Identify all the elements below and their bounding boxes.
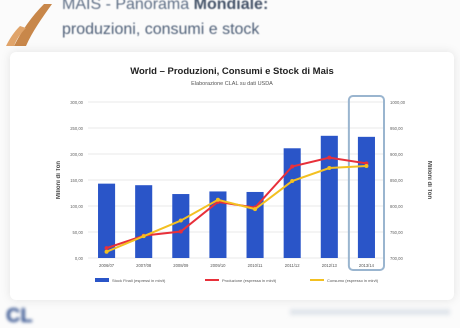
line-point xyxy=(141,234,146,239)
chart-title: World – Produzioni, Consumi e Stock di M… xyxy=(130,66,334,77)
slide-title-bold: Mondiale: xyxy=(193,0,269,13)
chart-card: World – Produzioni, Consumi e Stock di M… xyxy=(10,52,454,300)
y-left-tick-label: 300,00 xyxy=(70,100,83,105)
x-tick-label: 2011/12 xyxy=(285,263,300,268)
y-right-tick-label: 900,00 xyxy=(390,152,403,157)
y-right-tick-label: 750,00 xyxy=(390,230,403,235)
y-right-tick-label: 950,00 xyxy=(390,126,403,131)
line-point xyxy=(327,155,332,160)
bar xyxy=(357,136,375,258)
slide-title-prefix: MAIS - Panorama xyxy=(62,0,194,13)
y-left-tick-label: 200,00 xyxy=(70,152,83,157)
bar xyxy=(172,194,190,258)
line-point xyxy=(178,229,183,234)
y-right-tick-label: 800,00 xyxy=(390,204,403,209)
x-tick-label: 2007/08 xyxy=(136,263,152,268)
slide-title-line1: MAIS - Panorama Mondiale: xyxy=(62,0,268,14)
y-left-tick-label: 100,00 xyxy=(70,204,83,209)
bar xyxy=(283,148,301,258)
chart: World – Produzioni, Consumi e Stock di M… xyxy=(56,66,432,283)
x-tick-label: 2013/14 xyxy=(359,263,375,268)
slide-header: MAIS - Panorama Mondiale: produzioni, co… xyxy=(0,0,460,52)
x-tick-label: 2006/07 xyxy=(99,263,115,268)
y-left-tick-label: 150,00 xyxy=(70,178,83,183)
bar xyxy=(98,183,116,258)
legend-swatch xyxy=(95,278,109,282)
x-tick-label: 2009/10 xyxy=(210,263,226,268)
y-left-tick-label: 250,00 xyxy=(70,126,83,131)
line-point xyxy=(104,249,109,254)
y-right-tick-label: 1000,00 xyxy=(390,100,406,105)
y-right-axis-title: Milioni di Ton xyxy=(426,161,432,200)
y-left-tick-label: 50,00 xyxy=(73,230,84,235)
highlight-box xyxy=(347,95,385,271)
x-tick-label: 2008/09 xyxy=(173,263,189,268)
legend-label: Produzione (espressa in mln/t) xyxy=(222,278,277,283)
footer-logo: CL xyxy=(6,305,33,327)
footer-text-placeholder xyxy=(290,309,450,315)
line-point xyxy=(364,163,369,168)
legend-label: Stock Finali (espressi in mln/t) xyxy=(112,278,166,283)
line-point xyxy=(215,197,220,202)
line-point xyxy=(253,207,258,212)
legend-label: Consumo (espresso in mln/t) xyxy=(327,278,379,283)
bar xyxy=(320,135,338,258)
bar xyxy=(135,185,153,258)
chart-subtitle: Elaborazione CLAL su dati USDA xyxy=(191,81,273,87)
y-left-tick-label: 0,00 xyxy=(75,256,84,261)
line-point xyxy=(104,246,109,251)
line-point xyxy=(178,218,183,223)
line-point xyxy=(290,164,295,169)
slide-title-line2: produzioni, consumi e stock xyxy=(62,21,260,38)
y-right-tick-label: 850,00 xyxy=(390,178,403,183)
line-point xyxy=(290,179,295,184)
x-tick-label: 2010/11 xyxy=(248,263,263,268)
series-line xyxy=(106,164,367,253)
line-point xyxy=(327,166,332,171)
y-left-axis-title: Milioni di Ton xyxy=(56,161,62,200)
logo-mark xyxy=(6,4,52,46)
y-right-tick-label: 700,00 xyxy=(390,256,403,261)
bar xyxy=(209,191,227,258)
x-tick-label: 2012/13 xyxy=(322,263,338,268)
